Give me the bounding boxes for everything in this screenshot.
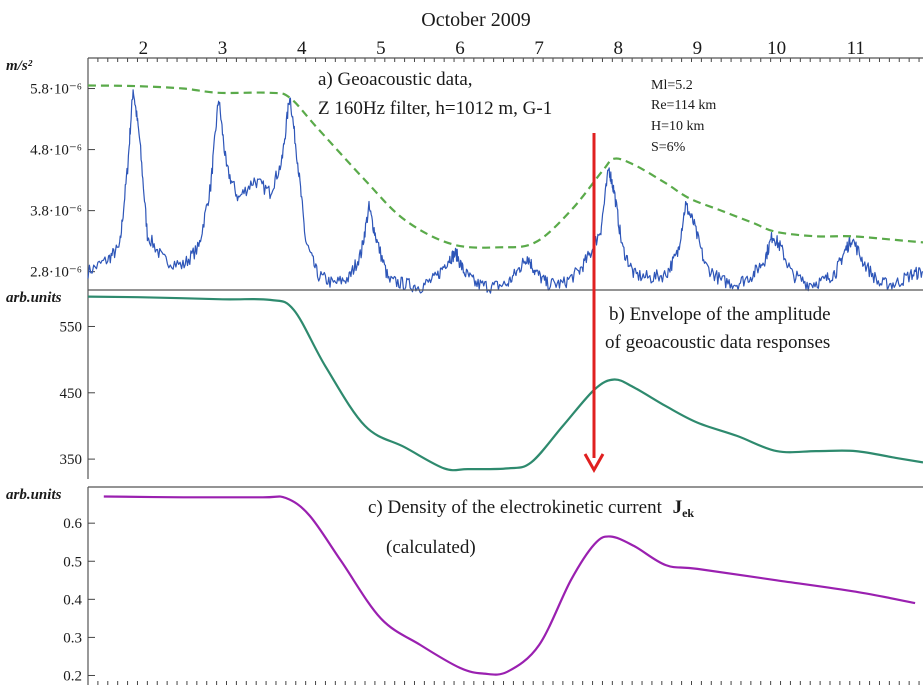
event-s: S=6% bbox=[651, 140, 686, 155]
panel-c-title-line1: c) Density of the electrokinetic current… bbox=[368, 497, 694, 520]
x-tick-label: 3 bbox=[218, 38, 228, 59]
panel-a-title-line2: Z 160Hz filter, h=1012 m, G-1 bbox=[318, 98, 552, 119]
y-tick-label: 3.8·10⁻⁶ bbox=[30, 204, 82, 220]
y-tick-label: 0.3 bbox=[63, 630, 82, 646]
arrow-head bbox=[583, 453, 605, 474]
series-line-panel_a-0 bbox=[87, 89, 923, 294]
current-symbol: J bbox=[673, 497, 683, 518]
panel-b-title-line1: b) Envelope of the amplitude bbox=[609, 304, 831, 325]
y-tick-label: 0.4 bbox=[63, 592, 82, 608]
y-unit-label: m/s² bbox=[6, 58, 33, 74]
y-tick-label: 4.8·10⁻⁶ bbox=[30, 143, 82, 159]
y-tick-label: 2.8·10⁻⁶ bbox=[30, 265, 82, 281]
panel-b-title-line2: of geoacoustic data responses bbox=[605, 332, 830, 353]
x-tick-label: 11 bbox=[847, 38, 865, 59]
y-tick-label: 350 bbox=[60, 452, 83, 468]
y-tick-label: 0.6 bbox=[63, 516, 82, 532]
y-unit-label: arb.units bbox=[6, 487, 62, 503]
earthquake-arrow bbox=[583, 133, 605, 474]
y-tick-label: 550 bbox=[60, 319, 83, 335]
x-tick-label: 6 bbox=[455, 38, 465, 59]
event-distance: Re=114 km bbox=[651, 98, 716, 113]
current-subscript: ek bbox=[682, 506, 694, 520]
event-magnitude: Ml=5.2 bbox=[651, 78, 693, 93]
event-depth: H=10 km bbox=[651, 119, 705, 134]
x-tick-label: 10 bbox=[767, 38, 786, 59]
panel-c-title-text: c) Density of the electrokinetic current bbox=[368, 497, 663, 518]
x-tick-label: 2 bbox=[139, 38, 149, 59]
series-line-panel_b-0 bbox=[87, 295, 923, 472]
panel-c-title-line2: (calculated) bbox=[386, 537, 476, 558]
x-tick-label: 9 bbox=[693, 38, 703, 59]
x-tick-label: 8 bbox=[614, 38, 624, 59]
y-tick-label: 0.5 bbox=[63, 554, 82, 570]
x-tick-label: 7 bbox=[534, 38, 544, 59]
y-tick-label: 5.8·10⁻⁶ bbox=[30, 82, 82, 98]
y-tick-label: 450 bbox=[60, 386, 83, 402]
x-tick-label: 4 bbox=[297, 38, 307, 59]
y-unit-label: arb.units bbox=[6, 290, 62, 306]
top-axis-title: October 2009 bbox=[421, 9, 530, 31]
panels: m/s² 2.8·10⁻⁶ 3.8·10⁻⁶ 4.8·10⁻⁶ 5.8·10⁻⁶ arb.… bbox=[6, 57, 923, 685]
series-line-panel_c-0 bbox=[103, 495, 916, 676]
series-line-panel_a-1 bbox=[87, 84, 923, 249]
x-tick-label: 5 bbox=[376, 38, 386, 59]
y-tick-label: 0.2 bbox=[63, 668, 82, 684]
panel-a-title-line1: a) Geoacoustic data, bbox=[318, 69, 473, 90]
top-axis: 2 3 4 5 6 7 8 9 10 11 bbox=[87, 38, 920, 685]
